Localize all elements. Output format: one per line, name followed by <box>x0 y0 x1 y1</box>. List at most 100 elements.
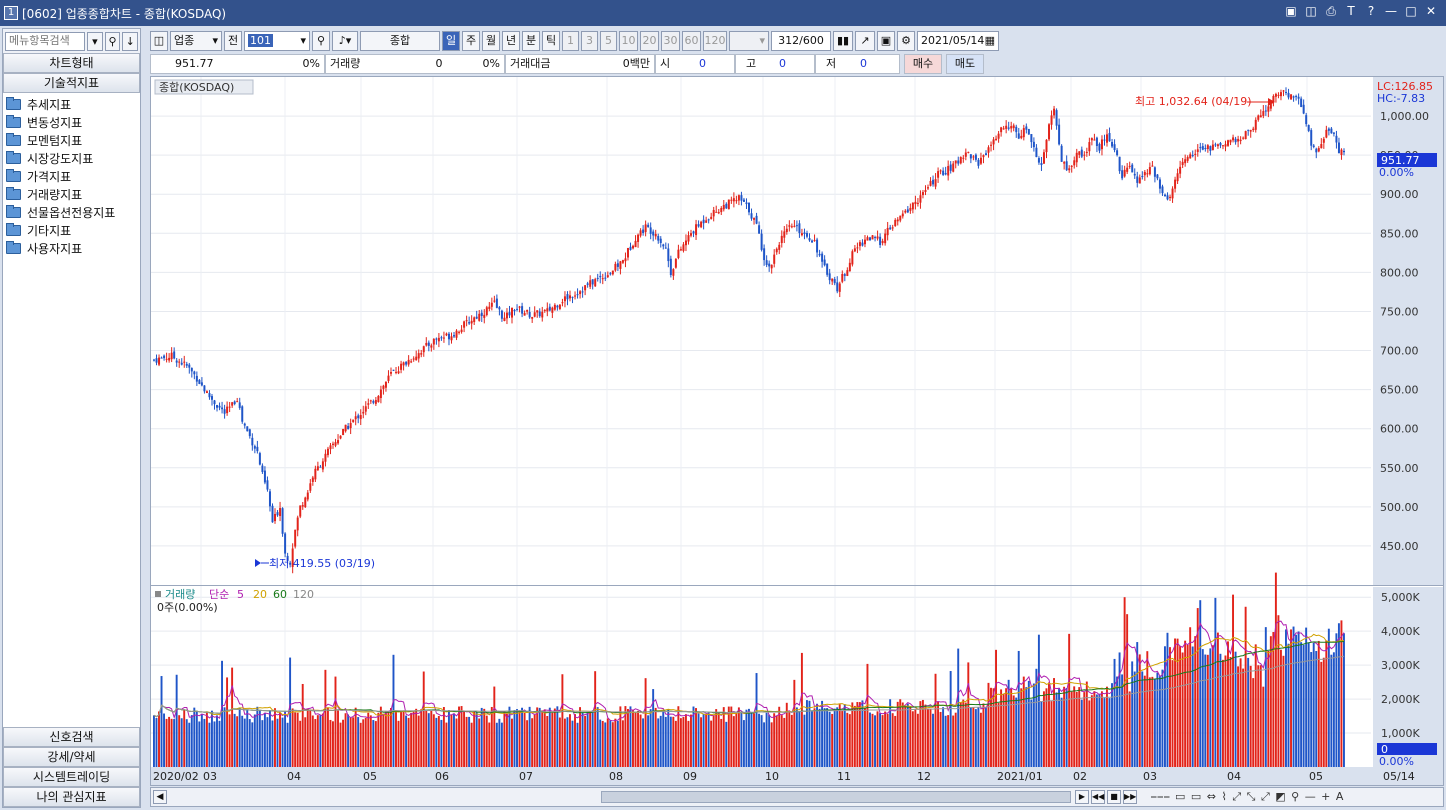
volume-bar <box>556 706 559 767</box>
code-input[interactable]: 101 ▾ <box>244 31 310 51</box>
candle-body <box>632 245 635 249</box>
tree-item[interactable]: 시장강도지표 <box>6 149 137 167</box>
candle-body <box>175 360 178 363</box>
maximize-icon[interactable]: □ <box>1405 4 1417 18</box>
forward-icon[interactable]: ▶▶ <box>1123 790 1137 804</box>
menu-search-input[interactable] <box>5 31 85 51</box>
minute-60[interactable]: 60 <box>682 31 701 51</box>
sell-button[interactable]: 매도 <box>946 54 984 74</box>
volume-bar <box>770 722 773 767</box>
chart-area[interactable]: 1,000.00950.00900.00850.00800.00750.0070… <box>150 76 1444 786</box>
tree-item[interactable]: 모멘텀지표 <box>6 131 137 149</box>
period-year[interactable]: 년 <box>502 31 520 51</box>
tree-item[interactable]: 추세지표 <box>6 95 137 113</box>
minute-1[interactable]: 1 <box>562 31 579 51</box>
down-arrow-icon[interactable]: ↓ <box>122 31 139 51</box>
save-icon[interactable]: ▣ <box>877 31 895 51</box>
period-week[interactable]: 주 <box>462 31 480 51</box>
volume-bar <box>869 712 871 767</box>
search-icon[interactable]: ⚲ <box>104 31 121 51</box>
sound-icon[interactable]: ♪▾ <box>332 31 358 51</box>
candle-body <box>430 345 433 348</box>
gear-icon[interactable]: ⚙ <box>897 31 915 51</box>
print-icon[interactable]: ⎙ <box>1326 4 1336 18</box>
volume-bar <box>417 715 420 767</box>
font-icon[interactable]: T <box>1347 4 1355 18</box>
tree-item[interactable]: 사용자지표 <box>6 239 137 257</box>
candle-style-icon[interactable]: ▮▮ <box>833 31 853 51</box>
tree-item[interactable]: 가격지표 <box>6 167 137 185</box>
tree-item[interactable]: 거래량지표 <box>6 185 137 203</box>
candle-body <box>521 306 524 314</box>
volume-bar <box>889 699 892 767</box>
tree-item[interactable]: 기타지표 <box>6 221 137 239</box>
link-icon[interactable]: ◫ <box>1305 4 1317 18</box>
minute-3[interactable]: 3 <box>581 31 598 51</box>
candle-body <box>1042 152 1045 164</box>
volume-bar <box>1075 691 1078 767</box>
strength-weakness-button[interactable]: 강세/약세 <box>3 747 140 767</box>
search-icon[interactable]: ⚲ <box>312 31 330 51</box>
custom-period-select[interactable]: ▾ <box>729 31 769 51</box>
scroll-thumb[interactable] <box>601 791 1071 803</box>
scroll-left-icon[interactable]: ◀ <box>153 790 167 804</box>
panel-icon[interactable]: ◫ <box>150 31 168 51</box>
candle-body <box>1332 132 1335 134</box>
my-indicators-button[interactable]: 나의 관심지표 <box>3 787 140 807</box>
close-icon[interactable]: ✕ <box>1425 4 1437 18</box>
candle-body <box>586 283 589 285</box>
chart-tool-icons[interactable]: ⎯⎯⎯ ▭ ▭ ⇔ ⌇ ⤢ ⤡ ⤢ ◩ ⚲ — + A <box>1151 790 1345 803</box>
candle-body <box>1136 176 1139 183</box>
minute-5[interactable]: 5 <box>600 31 617 51</box>
play-icon[interactable]: ▶ <box>1075 790 1089 804</box>
volume-bar <box>200 714 203 767</box>
minute-10[interactable]: 10 <box>619 31 638 51</box>
technical-indicators-tab[interactable]: 기술적지표 <box>3 73 140 93</box>
candle-body <box>881 240 884 244</box>
minute-120[interactable]: 120 <box>703 31 727 51</box>
candle-body <box>987 147 990 153</box>
volume-bar <box>914 709 917 767</box>
signal-search-button[interactable]: 신호검색 <box>3 727 140 747</box>
price-volume-chart[interactable]: 1,000.00950.00900.00850.00800.00750.0070… <box>151 77 1443 785</box>
stop-icon[interactable]: ■ <box>1107 790 1121 804</box>
volume-bar <box>1242 668 1245 767</box>
candle-body <box>268 491 271 507</box>
chart-type-tab[interactable]: 차트형태 <box>3 53 140 73</box>
volume-bar <box>173 719 176 767</box>
period-day[interactable]: 일 <box>442 31 460 51</box>
volume-bar <box>818 708 821 767</box>
line-style-icon[interactable]: ↗ <box>855 31 875 51</box>
candle-body <box>334 442 337 446</box>
tree-item[interactable]: 선물옵션전용지표 <box>6 203 137 221</box>
period-minute[interactable]: 분 <box>522 31 540 51</box>
buy-button[interactable]: 매수 <box>904 54 942 74</box>
period-tick[interactable]: 틱 <box>542 31 560 51</box>
candle-body <box>1315 148 1318 153</box>
folder-icon <box>6 150 21 164</box>
count-input[interactable]: 312/600 <box>771 31 831 51</box>
volume-bar <box>1221 659 1224 767</box>
candle-body <box>1254 119 1257 130</box>
sector-select[interactable]: 업종 ▾ <box>170 31 222 51</box>
rewind-icon[interactable]: ◀◀ <box>1091 790 1105 804</box>
candle-body <box>974 154 977 160</box>
volume-bar <box>205 712 208 767</box>
period-month[interactable]: 월 <box>482 31 500 51</box>
candle-body <box>669 258 672 276</box>
minute-30[interactable]: 30 <box>661 31 680 51</box>
date-input[interactable]: 2021/05/14 ▦ <box>917 31 999 51</box>
candle-body <box>1045 139 1048 153</box>
minute-20[interactable]: 20 <box>640 31 659 51</box>
candle-body <box>886 227 889 236</box>
prev-button[interactable]: 전 <box>224 31 242 51</box>
playback-controls: ▶ ◀◀ ■ ▶▶ <box>1075 790 1137 804</box>
tree-item[interactable]: 변동성지표 <box>6 113 137 131</box>
minimize-icon[interactable]: — <box>1385 4 1397 18</box>
dropdown-icon[interactable]: ▾ <box>87 31 103 51</box>
system-trading-button[interactable]: 시스템트레이딩 <box>3 767 140 787</box>
volume-bar <box>871 713 874 767</box>
restore-layout-icon[interactable]: ▣ <box>1285 4 1297 18</box>
help-icon[interactable]: ? <box>1367 4 1375 18</box>
volume-bar <box>246 710 249 767</box>
